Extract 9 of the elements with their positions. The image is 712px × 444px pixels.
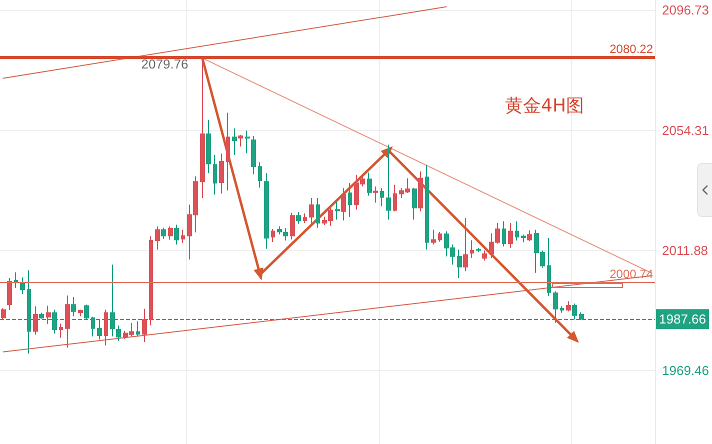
ref-line-label: 2000.74 [610, 267, 654, 282]
y-tick-label: 1969.46 [662, 363, 710, 378]
y-tick-label: 2054.31 [662, 122, 710, 138]
y-tick-label: 2096.73 [662, 2, 710, 18]
annotation: 2079.76 [141, 56, 188, 72]
y-tick-label: 2011.88 [662, 243, 708, 258]
ref-line-label: 1987.66 [659, 312, 706, 327]
ref-line-label: 2080.22 [610, 42, 654, 56]
text: 黄金4H图 [505, 96, 584, 116]
